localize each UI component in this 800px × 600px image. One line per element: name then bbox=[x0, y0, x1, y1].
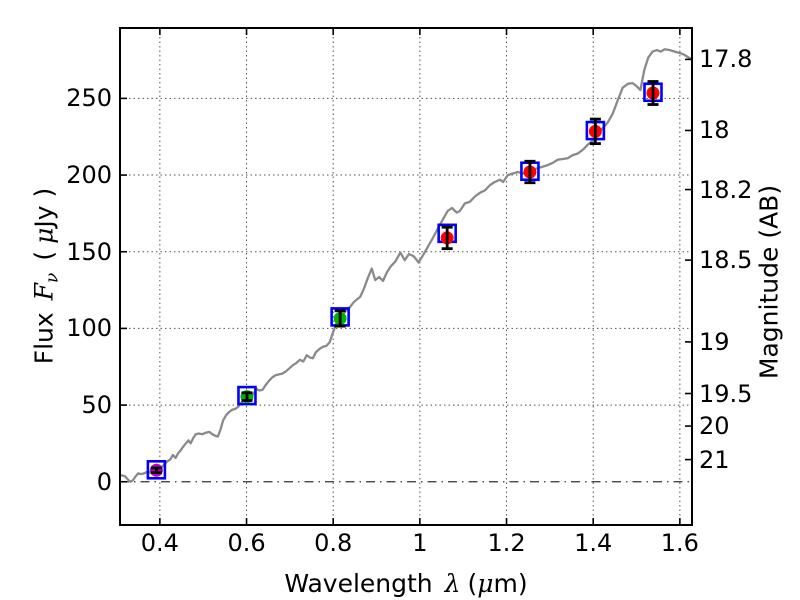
flux-tick-label-250: 250 bbox=[66, 84, 112, 113]
mu-jy-symbol: μ bbox=[29, 227, 59, 244]
x-unit-close: m) bbox=[493, 569, 528, 598]
model-photometry-square bbox=[237, 385, 257, 406]
wavelength-tick-label-1.2: 1.2 bbox=[487, 529, 526, 557]
flux-tick-label-50: 50 bbox=[81, 391, 112, 420]
flux-tick-label-100: 100 bbox=[66, 314, 112, 343]
x-axis-label: Wavelength λ (μm) bbox=[284, 569, 527, 598]
flux-symbol: F bbox=[29, 282, 59, 301]
mag-tick-label-19.5: 19.5 bbox=[699, 379, 753, 408]
flux-label-text: Flux bbox=[29, 312, 59, 365]
y-axis-right-label: Magnitude (AB) bbox=[754, 184, 784, 380]
lambda-symbol: λ bbox=[444, 569, 461, 598]
wavelength-tick-label-0.6: 0.6 bbox=[227, 529, 266, 557]
x-axis-label-text: Wavelength bbox=[284, 569, 433, 598]
mag-tick-label-18: 18 bbox=[699, 116, 730, 145]
y-axis-left-label: Flux Fν ( μJy ) bbox=[30, 188, 63, 365]
mag-tick-label-19: 19 bbox=[699, 327, 730, 356]
mag-tick-label-20: 20 bbox=[699, 412, 730, 441]
x-unit-open: ( bbox=[467, 569, 478, 598]
plot-border bbox=[119, 27, 693, 526]
mag-tick-label-18.2: 18.2 bbox=[699, 175, 753, 204]
flux-tick-label-200: 200 bbox=[66, 161, 112, 190]
flux-unit-close: Jy ) bbox=[29, 187, 59, 228]
wavelength-tick-label-0.8: 0.8 bbox=[314, 529, 353, 557]
mu-symbol: μ bbox=[477, 569, 494, 598]
mag-tick-label-18.5: 18.5 bbox=[699, 246, 753, 275]
wavelength-tick-label-1.4: 1.4 bbox=[574, 529, 613, 557]
model-spectrum-line bbox=[118, 48, 694, 483]
wavelength-tick-label-1: 1 bbox=[412, 529, 428, 557]
model-photometry-square bbox=[146, 459, 167, 480]
flux-unit-open: ( bbox=[29, 250, 59, 261]
mag-tick-label-21: 21 bbox=[699, 445, 730, 474]
wavelength-tick-label-0.4: 0.4 bbox=[140, 529, 179, 557]
wavelength-tick-label-1.6: 1.6 bbox=[660, 529, 699, 557]
flux-tick-label-0: 0 bbox=[96, 467, 112, 496]
nu-subscript: ν bbox=[42, 272, 63, 283]
mag-tick-label-17.8: 17.8 bbox=[699, 45, 753, 74]
flux-tick-label-150: 150 bbox=[66, 237, 112, 266]
